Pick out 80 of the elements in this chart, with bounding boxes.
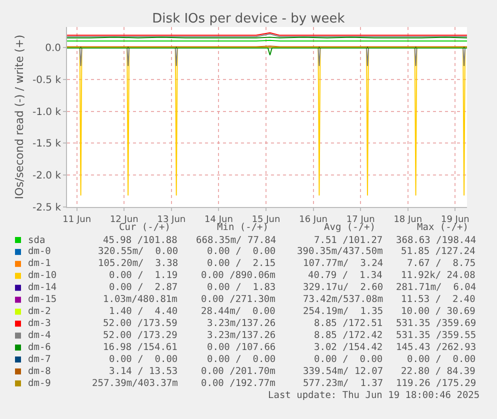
text: 0.00 / 2.87	[109, 282, 178, 293]
text: 3.23m/137.26	[207, 330, 276, 341]
text: 0.00 / 0.00	[207, 246, 276, 257]
text: 40.79 / 1.34	[308, 270, 383, 281]
legend-label: dm-3	[28, 318, 51, 329]
text: 7.51 /101.27	[314, 235, 383, 246]
legend-label: dm-1	[28, 258, 52, 269]
legend-label: sda	[28, 235, 46, 246]
text: 0.00 /271.30m	[201, 294, 276, 305]
text: 0.00 / 1.83	[207, 282, 276, 293]
text: 329.17u/ 2.60	[303, 282, 384, 293]
text: 531.35 /359.55	[396, 330, 476, 341]
text: Max (-/+)	[417, 222, 468, 233]
text: 11.53 / 2.40	[401, 294, 476, 305]
legend-label: dm-7	[28, 354, 51, 365]
legend-label: dm-8	[28, 366, 52, 377]
legend-label: dm-14	[28, 282, 57, 293]
text: 0.00 / 0.00	[207, 354, 276, 365]
text: 22.80 / 84.39	[401, 366, 476, 377]
text: 257.39m/403.37m	[92, 378, 178, 389]
y-axis-title: IOs/second read (-) / write (+)	[13, 34, 26, 200]
text: 145.43 /262.93	[396, 342, 476, 353]
text: 1.40 / 4.40	[109, 306, 178, 317]
text: 7.67 / 8.75	[407, 258, 476, 269]
legend-label: dm-10	[28, 270, 57, 281]
text: 3.14 / 13.53	[109, 366, 178, 377]
text: 52.00 /173.59	[103, 318, 178, 329]
text: 0.00 / 0.00	[407, 354, 476, 365]
text: 577.23m/ 1.37	[303, 378, 384, 389]
chart-title: Disk IOs per device - by week	[152, 12, 346, 27]
text: 0.00 /107.66	[207, 342, 276, 353]
text: Avg (-/+)	[324, 222, 376, 233]
y-tick-label: -1.0 k	[32, 106, 62, 118]
text: 3.02 /154.42	[314, 342, 383, 353]
text: 28.44m/ 0.00	[201, 306, 276, 317]
text: 0.00 /201.70m	[201, 366, 276, 377]
text: 11.92k/ 24.08	[401, 270, 476, 281]
x-tick-label: 16 Jun	[299, 214, 328, 225]
text: 8.85 /172.42	[314, 330, 383, 341]
text: 0.00 /890.06m	[201, 270, 276, 281]
legend-label: dm-15	[28, 294, 57, 305]
text: Cur (-/+)	[119, 222, 170, 233]
y-tick-label: -1.5 k	[32, 138, 62, 150]
y-tick-label: -0.5 k	[32, 74, 62, 86]
text: Last update: Thu Jun 19 18:00:46 2025	[268, 390, 480, 401]
text: 281.71m/ 6.04	[396, 282, 476, 293]
text: 1.03m/480.81m	[103, 294, 178, 305]
text: Min (-/+)	[217, 222, 268, 233]
text: 668.35m/ 77.84	[196, 235, 276, 246]
y-tick-label: -2.0 k	[32, 170, 62, 182]
text: 0.00 / 2.15	[207, 258, 276, 269]
text: 339.54m/ 12.07	[303, 366, 384, 377]
legend-label: dm-2	[28, 306, 51, 317]
text: 8.85 /172.51	[314, 318, 383, 329]
text: 73.42m/537.08m	[303, 294, 384, 305]
x-tick-label: 11 Jun	[62, 214, 92, 225]
text: 107.77m/ 3.24	[303, 258, 384, 269]
text: 119.26 /175.29	[396, 378, 476, 389]
text: 52.00 /173.29	[103, 330, 178, 341]
text: 390.35m/437.50m	[297, 246, 384, 257]
text: 3.23m/137.26	[207, 318, 276, 329]
text: 16.98 /154.61	[103, 342, 178, 353]
text: 254.19m/ 1.35	[303, 306, 384, 317]
text: 10.00 / 30.69	[401, 306, 476, 317]
text: 320.55m/ 0.00	[98, 246, 178, 257]
text: 0.00 / 0.00	[314, 354, 383, 365]
legend-label: dm-4	[28, 330, 52, 341]
legend-label: dm-0	[28, 246, 52, 257]
text: 0.00 / 0.00	[109, 354, 178, 365]
text: 51.85 /127.24	[401, 246, 476, 257]
y-tick-label: 0.0	[45, 42, 61, 54]
text: 0.00 / 1.19	[109, 270, 178, 281]
text: 0.00 /192.77m	[201, 378, 276, 389]
legend-label: dm-9	[28, 378, 52, 389]
legend-label: dm-6	[28, 342, 52, 353]
y-tick-label: -2.5 k	[32, 202, 62, 214]
text: 105.20m/ 3.38	[98, 258, 178, 269]
text: 45.98 /101.88	[103, 235, 178, 246]
text: 368.63 /198.44	[396, 235, 476, 246]
text: 531.35 /359.69	[396, 318, 476, 329]
